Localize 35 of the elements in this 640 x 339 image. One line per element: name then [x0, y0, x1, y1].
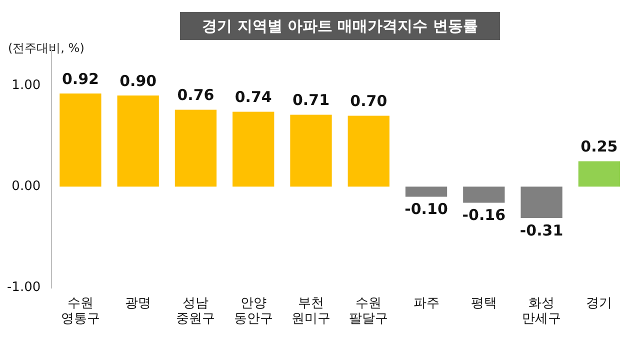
bar [405, 186, 448, 197]
data-label: 0.92 [62, 70, 99, 88]
bar [60, 94, 102, 187]
bar [117, 96, 159, 187]
x-tick-label: 광명 [125, 296, 152, 311]
data-label: 0.90 [120, 72, 157, 90]
x-tick-label: 평택 [470, 296, 497, 311]
x-tick-label: 수원 팔달구 [349, 296, 388, 327]
x-tick-label: 부천 원미구 [292, 296, 330, 327]
data-label: -0.10 [404, 200, 448, 218]
bar [463, 186, 505, 203]
x-tick-label: 경기 [586, 296, 612, 311]
x-tick-label: 화성 만세구 [522, 296, 562, 327]
bar [174, 110, 217, 187]
data-label: 0.74 [234, 88, 272, 106]
data-label: -0.31 [520, 221, 564, 240]
data-label: 0.71 [292, 91, 330, 110]
x-tick-label: 수원 영통구 [60, 296, 100, 327]
y-tick-label: 1.00 [12, 78, 41, 93]
x-tick-label: 성남 중원구 [176, 296, 216, 327]
x-tick-label: 파주 [413, 296, 440, 311]
x-tick-label: 안양 동안구 [234, 296, 273, 327]
data-label: -0.16 [462, 206, 506, 224]
data-label: 0.76 [177, 86, 214, 104]
data-label: 0.70 [350, 92, 388, 110]
data-label: 0.25 [580, 138, 618, 156]
bar [578, 161, 620, 187]
bar [290, 114, 332, 187]
bar [232, 112, 274, 187]
chart-title: 경기 지역별 아파트 매매가격지수 변동률 [180, 12, 500, 40]
y-tick-label: -1.00 [6, 280, 41, 296]
bar [348, 116, 390, 187]
y-tick-label: 0.00 [12, 178, 41, 194]
y-axis-title: (전주대비, %) [8, 40, 84, 57]
bar [520, 186, 562, 218]
